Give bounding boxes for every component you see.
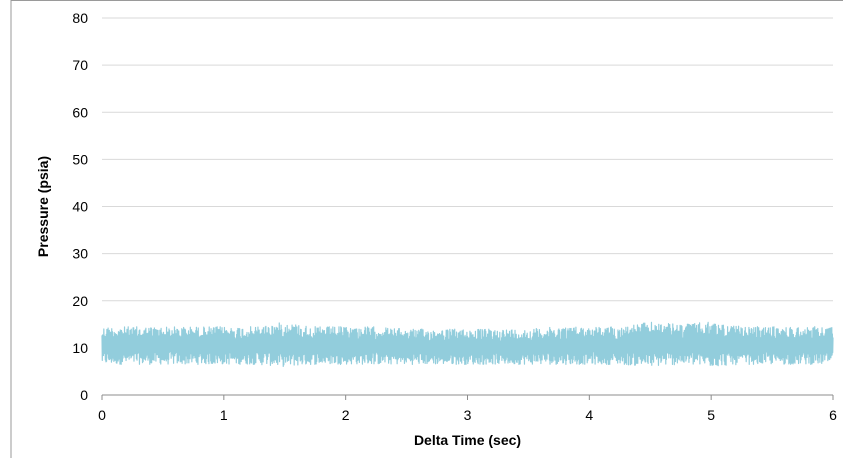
x-tick-label: 1: [220, 407, 228, 423]
y-tick-label: 10: [72, 340, 88, 356]
x-tick-label: 4: [585, 407, 593, 423]
series-line-pressure: [101, 321, 834, 368]
y-tick-label: 0: [80, 387, 88, 403]
x-tick-label: 5: [707, 407, 715, 423]
x-axis-title: Delta Time (sec): [414, 432, 521, 448]
axes: [101, 394, 834, 400]
y-tick-label: 70: [72, 57, 88, 73]
y-tick-label: 30: [72, 246, 88, 262]
y-axis-title: Pressure (psia): [35, 156, 51, 257]
x-tick-label: 0: [98, 407, 106, 423]
y-tick-label: 80: [72, 10, 88, 26]
y-tick-label: 40: [72, 199, 88, 215]
tick-labels: 0 10 20 30 40 50 60 70 80 0 1 2 3 4 5 6: [72, 10, 837, 423]
series-layer: [101, 321, 834, 368]
x-tick-label: 6: [829, 407, 837, 423]
y-tick-label: 60: [72, 104, 88, 120]
y-tick-label: 50: [72, 151, 88, 167]
x-tick-label: 3: [464, 407, 472, 423]
gridlines: [102, 17, 833, 349]
y-tick-label: 20: [72, 293, 88, 309]
x-tick-label: 2: [342, 407, 350, 423]
